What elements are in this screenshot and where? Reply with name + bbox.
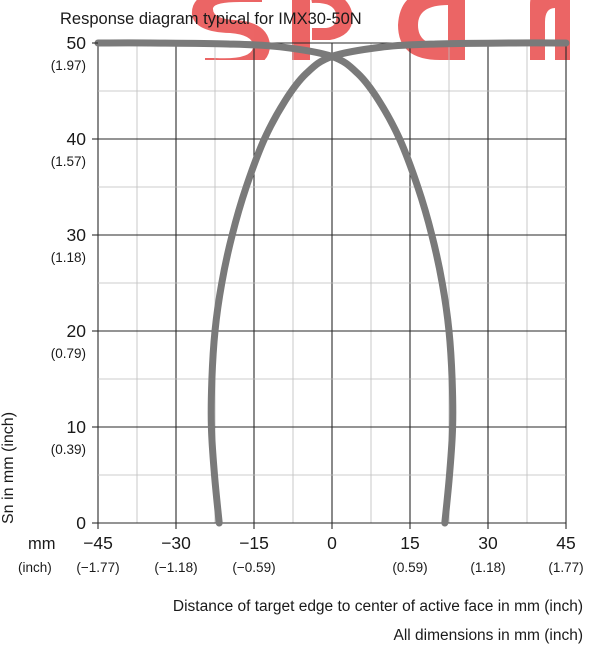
series-group <box>94 39 570 527</box>
x-axis-unit-inch: (inch) <box>18 560 52 575</box>
y-tick-label-inch: (1.97) <box>51 58 86 73</box>
y-tick-label-mm: 0 <box>76 513 86 533</box>
x-tick-label-inch: (1.77) <box>548 560 583 575</box>
chart-title: Response diagram typical for IMX30-50N <box>60 10 362 28</box>
y-tick-label-mm: 30 <box>67 225 87 245</box>
x-tick-label-mm: 30 <box>478 533 498 553</box>
y-tick-label-inch: (1.57) <box>51 154 86 169</box>
y-tick-label-mm: 40 <box>67 129 87 149</box>
y-tick-label-mm: 10 <box>67 417 87 437</box>
response-curve-2 <box>94 39 457 527</box>
x-axis-unit-mm: mm <box>28 535 56 553</box>
y-axis-ticks: 0 10 (0.39) 20 (0.79) 30 (1.18) 40 (1.57) 50 (1.97… <box>51 33 98 533</box>
x-tick-label-inch: (−0.59) <box>232 560 275 575</box>
x-tick-label-mm: 45 <box>556 533 575 553</box>
watermark-letter-p <box>292 0 353 60</box>
y-axis-label: Sn in mm (inch) <box>0 412 17 524</box>
response-curve-1 <box>207 39 570 527</box>
x-tick-label-inch: (−1.18) <box>154 560 197 575</box>
x-tick-label-inch: (−1.77) <box>76 560 119 575</box>
x-tick-label-mm: 0 <box>327 533 337 553</box>
x-axis-ticks: −45 (−1.77) −30 (−1.18) −15 (−0.59) 0 15 (0.59) 3… <box>76 523 584 575</box>
y-tick-label-inch: (0.79) <box>51 346 86 361</box>
y-tick-label-mm: 20 <box>67 321 87 341</box>
x-tick-label-mm: −15 <box>239 533 269 553</box>
grid <box>97 42 567 524</box>
x-tick-label-inch: (0.59) <box>392 560 427 575</box>
dimensions-note: All dimensions in mm (inch) <box>393 627 584 644</box>
x-axis-label: Distance of target edge to center of act… <box>173 598 583 615</box>
watermark-letter-s <box>191 0 270 60</box>
x-tick-label-mm: −45 <box>83 533 113 553</box>
x-tick-label-mm: −30 <box>161 533 191 553</box>
y-tick-label-inch: (1.18) <box>51 250 86 265</box>
y-tick-label-inch: (0.39) <box>51 442 86 457</box>
x-tick-label-inch: (1.18) <box>470 560 505 575</box>
x-tick-label-mm: 15 <box>400 533 419 553</box>
y-tick-label-mm: 50 <box>67 33 87 53</box>
